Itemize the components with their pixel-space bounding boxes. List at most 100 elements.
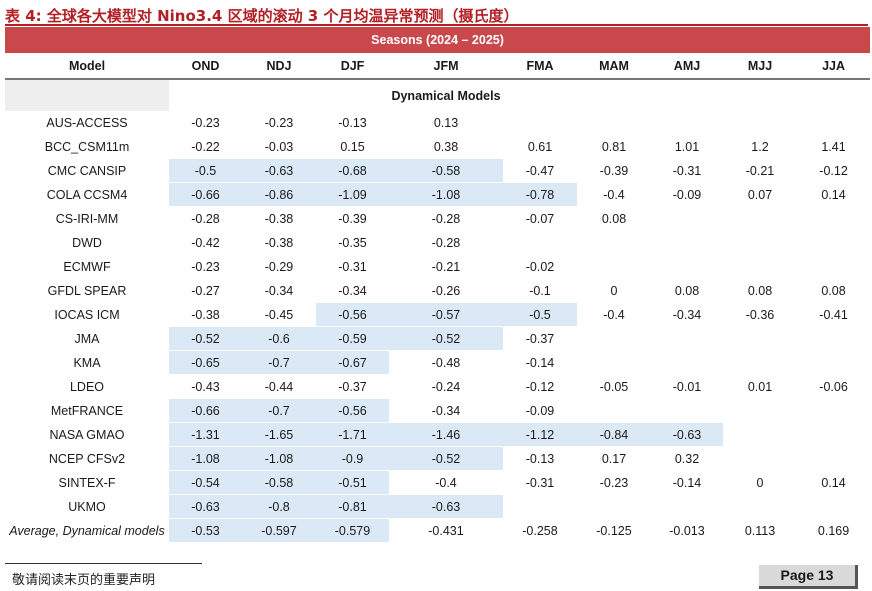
value-cell: -0.84 [577,422,651,447]
average-value-cell: -0.597 [242,518,316,543]
value-cell: -1.12 [503,422,577,447]
average-value-cell: -0.125 [577,518,651,543]
model-name-cell: COLA CCSM4 [5,182,169,207]
average-value-cell: 0.113 [723,518,797,543]
season-column-header: AMJ [651,53,723,80]
value-cell: 0.61 [503,134,577,159]
value-cell: -0.01 [651,374,723,399]
season-column-header: DJF [316,53,389,80]
value-cell: -0.06 [797,374,871,399]
value-cell: 0 [577,278,651,303]
value-cell [723,326,797,351]
model-name-cell: UKMO [5,494,169,519]
value-cell: -0.54 [169,470,242,495]
value-cell: -0.47 [503,158,577,183]
value-cell: -0.34 [316,278,389,303]
average-value-cell: -0.258 [503,518,577,543]
value-cell: -0.07 [503,206,577,231]
value-cell: 1.01 [651,134,723,159]
value-cell: -1.08 [389,182,503,207]
average-value-cell: -0.53 [169,518,242,543]
season-column-header: JFM [389,53,503,80]
value-cell: -1.71 [316,422,389,447]
value-cell: -0.52 [389,326,503,351]
value-cell: 0.15 [316,134,389,159]
value-cell: -0.52 [169,326,242,351]
value-cell: -0.66 [169,398,242,423]
value-cell: -0.03 [242,134,316,159]
value-cell: -0.67 [316,350,389,375]
value-cell: -0.4 [577,302,651,327]
average-value-cell: -0.579 [316,518,389,543]
value-cell: 0.07 [723,182,797,207]
model-name-cell: GFDL SPEAR [5,278,169,303]
value-cell: -0.58 [242,470,316,495]
value-cell: 0.08 [577,206,651,231]
group-label-spacer [503,79,870,111]
value-cell [723,446,797,471]
value-cell: -0.12 [503,374,577,399]
group-label: Dynamical Models [391,88,501,103]
value-cell: -1.08 [169,446,242,471]
value-cell: -0.43 [169,374,242,399]
model-name-cell: BCC_CSM11m [5,134,169,159]
value-cell [577,111,651,135]
value-cell: -0.1 [503,278,577,303]
value-cell [651,254,723,279]
value-cell: -0.34 [242,278,316,303]
value-cell [723,350,797,375]
table-row: KMA -0.65 -0.7 -0.67 -0.48 -0.14 [5,350,871,375]
value-cell: -0.09 [503,398,577,423]
season-column-header: MJJ [723,53,797,80]
value-cell [797,494,871,519]
column-header-row: Model OND NDJ DJF JFM FMA MAM AMJ MJJ JJ… [5,53,871,80]
value-cell [651,326,723,351]
value-cell: -1.09 [316,182,389,207]
value-cell: -0.7 [242,350,316,375]
model-name-cell: NCEP CFSv2 [5,446,169,471]
value-cell: -0.22 [169,134,242,159]
value-cell: -0.39 [577,158,651,183]
group-label-row: Dynamical Models [5,79,870,111]
value-cell [723,206,797,231]
table-row: BCC_CSM11m -0.22 -0.03 0.15 0.38 0.61 0.81 1.01… [5,134,871,159]
table-row: NASA GMAO -1.31 -1.65 -1.71 -1.46 -1.12 -0.84-… [5,422,871,447]
value-cell [503,494,577,519]
value-cell [651,398,723,423]
value-cell [723,398,797,423]
value-cell: -0.4 [389,470,503,495]
season-column-header: JJA [797,53,871,80]
value-cell: -0.28 [389,230,503,255]
value-cell: -0.37 [316,374,389,399]
title-divider [5,24,868,26]
value-cell: -0.56 [316,398,389,423]
value-cell: -0.42 [169,230,242,255]
value-cell: 0 [723,470,797,495]
value-cell: -0.81 [316,494,389,519]
value-cell [503,111,577,135]
value-cell: 0.08 [651,278,723,303]
value-cell [577,254,651,279]
table-row: IOCAS ICM -0.38 -0.45 -0.56 -0.57 -0.5 -0.4 -0.… [5,302,871,327]
value-cell: -0.68 [316,158,389,183]
value-cell: -0.48 [389,350,503,375]
value-cell [503,230,577,255]
value-cell: -0.31 [651,158,723,183]
value-cell: -0.86 [242,182,316,207]
value-cell: -0.27 [169,278,242,303]
value-cell: -0.31 [316,254,389,279]
table-row: NCEP CFSv2 -1.08 -1.08 -0.9 -0.52 -0.13 0.17 0.… [5,446,871,471]
value-cell: -1.46 [389,422,503,447]
value-cell: -0.28 [169,206,242,231]
value-cell: -0.02 [503,254,577,279]
value-cell: -0.13 [316,111,389,135]
model-name-cell: CS-IRI-MM [5,206,169,231]
value-cell: -0.21 [723,158,797,183]
value-cell: -0.29 [242,254,316,279]
value-cell [577,230,651,255]
value-cell: -0.66 [169,182,242,207]
forecast-table: Seasons (2024 – 2025) Model OND NDJ DJF … [5,27,871,543]
value-cell: -0.14 [503,350,577,375]
table-body: Dynamical Models AUS-ACCESS -0.23 -0.23 -0.… [5,79,871,543]
table-row: AUS-ACCESS -0.23 -0.23 -0.13 0.13 [5,111,871,135]
